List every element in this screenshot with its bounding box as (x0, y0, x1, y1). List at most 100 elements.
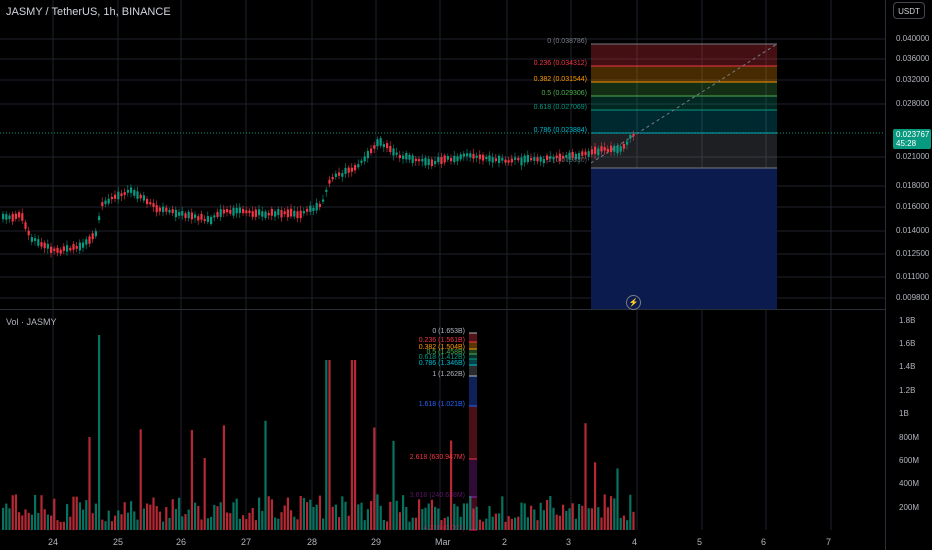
volume-bar (11, 495, 14, 530)
fib-zone (591, 66, 777, 82)
volume-tick-label: 1.6B (899, 339, 916, 348)
currency-button[interactable]: USDT (893, 2, 925, 19)
volume-bar (386, 521, 389, 530)
candle (523, 155, 526, 163)
candle (446, 156, 449, 160)
volume-bar (146, 503, 149, 530)
candle (491, 157, 494, 163)
candle (318, 203, 321, 208)
candle (261, 211, 264, 217)
volume-bar (40, 495, 43, 530)
volume-bar (485, 518, 488, 530)
volume-bar (232, 502, 235, 530)
volume-bar (338, 517, 341, 530)
candle (30, 237, 33, 242)
candle (629, 135, 632, 139)
lightning-icon[interactable]: ⚡ (626, 295, 641, 310)
candle (610, 145, 613, 153)
candle (194, 214, 197, 218)
candle (184, 213, 187, 219)
candle (632, 133, 635, 137)
candle (363, 156, 366, 162)
candle (66, 245, 69, 252)
candle (395, 152, 398, 155)
candle (219, 209, 222, 217)
current-price-value: 0.023767 (896, 130, 930, 139)
volume-bar (587, 508, 590, 530)
volume-bar (472, 508, 475, 530)
candle (626, 141, 629, 145)
volume-bar (411, 517, 414, 530)
candle (338, 172, 341, 176)
price-tick-label: 0.032000 (896, 75, 930, 84)
candle (283, 211, 286, 215)
volume-bar (136, 519, 139, 530)
fib-zone (591, 44, 777, 66)
volume-bar (296, 519, 299, 530)
volume-bar (165, 507, 168, 530)
volume-bar (190, 430, 193, 530)
pane-divider[interactable] (0, 309, 885, 310)
candle (530, 158, 533, 161)
candle (280, 210, 283, 218)
candle (94, 231, 97, 237)
volume-bar (104, 521, 107, 530)
candle (27, 230, 30, 236)
fib-volume-zone (469, 376, 477, 406)
volume-bar (152, 497, 155, 530)
time-tick-label: 27 (241, 537, 252, 547)
candle (494, 158, 497, 162)
countdown-timer: 45:28 (896, 139, 917, 148)
candle (206, 216, 209, 222)
volume-bar (274, 517, 277, 530)
candle (126, 189, 129, 193)
volume-bar (373, 427, 376, 530)
volume-bar (600, 517, 603, 530)
candle (114, 194, 117, 199)
volume-bar (50, 515, 53, 530)
volume-bar (94, 503, 97, 530)
volume-bar (213, 504, 216, 530)
candle (270, 208, 273, 216)
volume-bar (46, 514, 49, 530)
candle (450, 158, 453, 162)
candle (606, 148, 609, 152)
fib-volume-zone (469, 406, 477, 459)
volume-bar (248, 512, 251, 530)
candle (600, 146, 603, 152)
candle (37, 239, 40, 246)
volume-bar (133, 511, 136, 530)
volume-bar (331, 506, 334, 530)
volume-bar (510, 518, 513, 530)
candle (398, 155, 401, 159)
candle (43, 242, 46, 249)
candle (347, 167, 350, 173)
fib-volume-label: 1 (1.262B) (432, 371, 465, 378)
fib-volume-label: 0.382 (1.504B) (418, 344, 465, 351)
price-tick-label: 0.028000 (896, 99, 930, 108)
volume-tick-label: 1.2B (899, 386, 916, 395)
volume-bar (466, 503, 469, 530)
volume-bar (85, 500, 88, 530)
volume-bar (126, 512, 129, 530)
fib-level-label: 0.382 (0.031544) (533, 76, 587, 83)
candle (424, 157, 427, 166)
candle (325, 189, 328, 192)
volume-indicator-title[interactable]: Vol · JASMY (6, 317, 57, 327)
volume-bar (354, 360, 357, 530)
candle (427, 158, 430, 166)
volume-bar (309, 499, 312, 530)
volume-bar (440, 520, 443, 530)
volume-bar (117, 510, 120, 530)
volume-bar (245, 519, 248, 530)
candle (501, 157, 504, 161)
symbol-title[interactable]: JASMY / TetherUS, 1h, BINANCE (6, 6, 171, 18)
candle (469, 153, 472, 158)
volume-bar (162, 521, 165, 530)
time-tick-label: 28 (307, 537, 318, 547)
price-tick-label: 0.011000 (896, 272, 929, 281)
volume-bar (475, 506, 478, 530)
candle (174, 209, 177, 218)
candle (213, 215, 216, 218)
